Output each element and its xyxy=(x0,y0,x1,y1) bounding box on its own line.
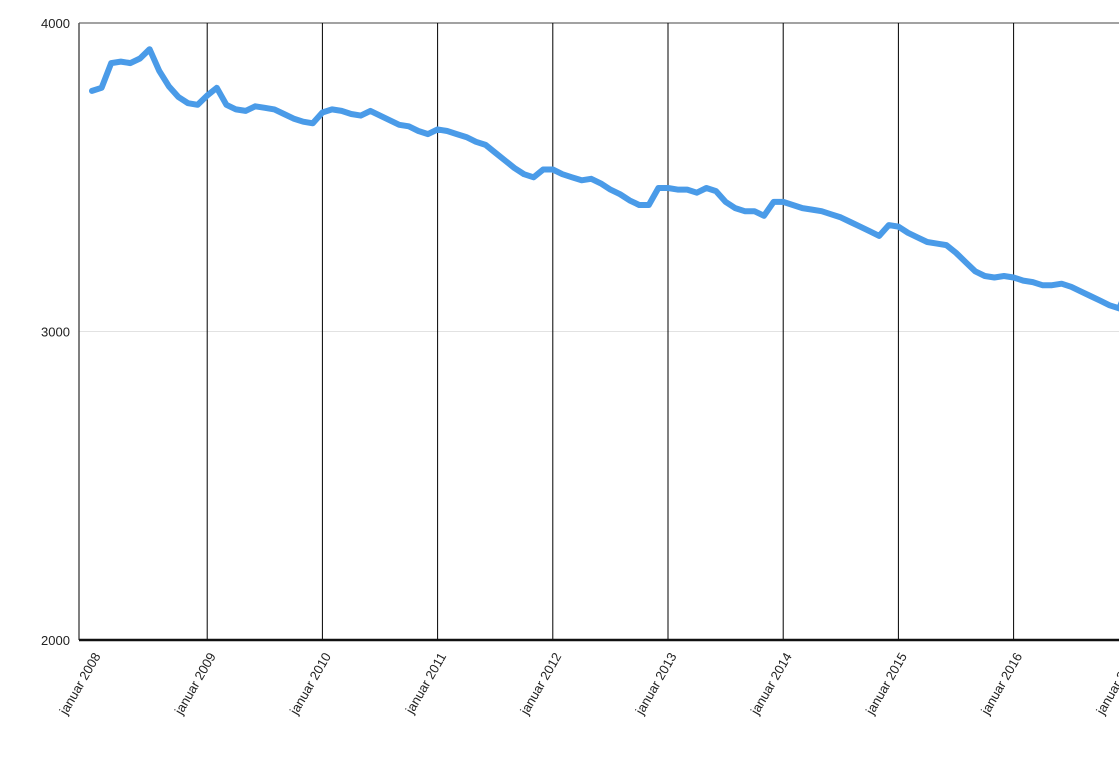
gridlines xyxy=(79,22,1119,640)
x-tick-label: januar 2011 xyxy=(402,650,449,717)
y-tick-label: 3000 xyxy=(41,325,70,340)
x-axis-tick-labels: januar 2008 januar 2009 januar 2010 januar … xyxy=(56,650,1119,718)
x-tick-label: januar 2013 xyxy=(632,650,680,718)
y-tick-label: 4000 xyxy=(41,16,70,31)
x-tick-label: januar 2014 xyxy=(747,650,795,718)
x-tick-label: januar 2016 xyxy=(977,650,1025,718)
series-lines xyxy=(89,46,1119,312)
axes xyxy=(78,23,1119,642)
x-tick-label: januar 2009 xyxy=(171,650,219,718)
x-tick-label: januar 2008 xyxy=(56,650,104,718)
x-tick-label: januar 2010 xyxy=(286,650,334,718)
y-axis-tick-labels: 4000 3000 2000 xyxy=(41,16,70,648)
x-tick-label: januar 2017 xyxy=(1093,650,1119,718)
x-tick-label: januar 2012 xyxy=(517,650,565,718)
x-tick-label: januar 2015 xyxy=(862,650,910,718)
series-line xyxy=(89,46,1119,312)
y-tick-label: 2000 xyxy=(41,633,70,648)
